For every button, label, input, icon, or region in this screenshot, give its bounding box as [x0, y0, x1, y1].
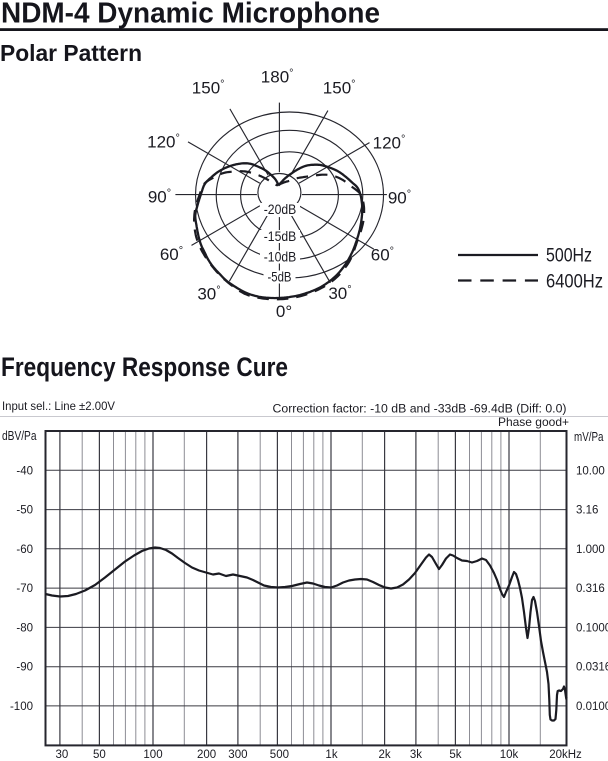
svg-text:-10dB: -10dB	[264, 250, 297, 265]
svg-text:-70: -70	[16, 583, 33, 595]
svg-text:0.316: 0.316	[576, 583, 605, 595]
svg-text:60°: 60°	[160, 245, 183, 264]
svg-text:50: 50	[93, 749, 106, 761]
svg-text:Input sel.: Line ±2.00V: Input sel.: Line ±2.00V	[2, 399, 115, 413]
svg-text:Correction factor: -10 dB and: Correction factor: -10 dB and -33dB -69.…	[273, 402, 567, 416]
svg-text:1k: 1k	[325, 749, 337, 761]
svg-text:500Hz: 500Hz	[546, 245, 592, 267]
svg-text:500: 500	[270, 749, 289, 761]
svg-text:200: 200	[197, 749, 216, 761]
svg-text:-20dB: -20dB	[264, 202, 297, 217]
svg-text:mV/Pa: mV/Pa	[574, 430, 604, 444]
svg-text:0°: 0°	[276, 302, 292, 321]
svg-text:100: 100	[143, 749, 162, 761]
svg-text:0.0316: 0.0316	[576, 662, 608, 674]
svg-text:30: 30	[56, 749, 69, 761]
svg-text:Phase good+: Phase good+	[498, 415, 569, 429]
svg-text:1.000: 1.000	[576, 544, 605, 556]
svg-text:Polar Pattern: Polar Pattern	[0, 40, 142, 66]
svg-text:dBV/Pa: dBV/Pa	[2, 429, 37, 443]
svg-text:-80: -80	[16, 622, 33, 634]
svg-text:-90: -90	[16, 662, 33, 674]
svg-text:120°: 120°	[147, 133, 180, 152]
svg-text:-50: -50	[16, 505, 33, 517]
svg-text:6400Hz: 6400Hz	[546, 271, 603, 293]
svg-text:5k: 5k	[449, 749, 461, 761]
svg-text:10.00: 10.00	[576, 465, 605, 477]
svg-text:3.16: 3.16	[576, 505, 598, 517]
svg-text:3k: 3k	[410, 749, 422, 761]
svg-text:0.1000: 0.1000	[576, 622, 608, 634]
svg-text:-40: -40	[16, 465, 33, 477]
svg-text:180°: 180°	[261, 68, 294, 87]
svg-text:20kHz: 20kHz	[549, 749, 582, 761]
svg-text:150°: 150°	[323, 79, 356, 98]
svg-text:150°: 150°	[192, 79, 225, 98]
svg-text:2k: 2k	[379, 749, 391, 761]
svg-text:-15dB: -15dB	[264, 229, 297, 244]
svg-text:30°: 30°	[328, 284, 351, 303]
svg-text:NDM-4 Dynamic Microphone: NDM-4 Dynamic Microphone	[1, 0, 380, 30]
svg-text:90°: 90°	[388, 189, 411, 208]
svg-text:300: 300	[228, 749, 247, 761]
svg-text:30°: 30°	[197, 285, 220, 304]
svg-text:90°: 90°	[148, 187, 171, 206]
svg-text:0.0100: 0.0100	[576, 701, 608, 713]
svg-text:-100: -100	[10, 701, 33, 713]
svg-text:Frequency Response Cure: Frequency Response Cure	[1, 352, 288, 382]
svg-text:-60: -60	[16, 544, 33, 556]
svg-text:-5dB: -5dB	[268, 270, 292, 285]
svg-text:120°: 120°	[373, 134, 406, 153]
svg-text:60°: 60°	[371, 246, 394, 265]
svg-text:10k: 10k	[500, 749, 519, 761]
